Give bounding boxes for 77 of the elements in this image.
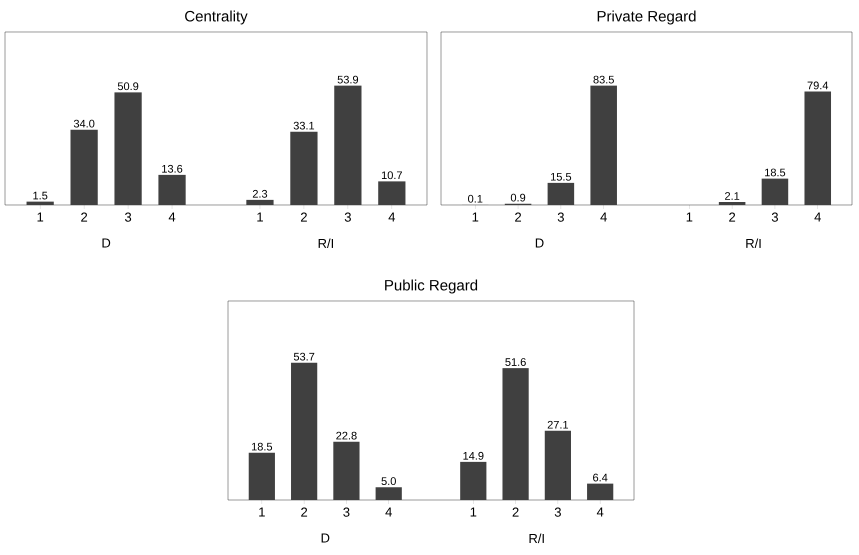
x-tick-label: 4 bbox=[596, 508, 604, 516]
data-label: 10.7 bbox=[382, 171, 402, 180]
chart-title: Centrality bbox=[185, 10, 248, 24]
bar bbox=[544, 430, 571, 500]
x-tick-label: 4 bbox=[814, 212, 821, 222]
data-label: 13.6 bbox=[162, 164, 182, 173]
x-tick-label: 2 bbox=[515, 212, 522, 222]
data-label: 79.4 bbox=[808, 82, 828, 90]
x-tick-label: 2 bbox=[729, 212, 736, 222]
bar bbox=[291, 362, 318, 500]
bar bbox=[26, 202, 54, 205]
data-label: 51.6 bbox=[505, 358, 526, 366]
x-tick-label: 2 bbox=[300, 212, 307, 222]
x-tick-label: 1 bbox=[686, 212, 692, 222]
data-label: 22.8 bbox=[336, 432, 357, 440]
bar bbox=[762, 178, 788, 205]
text: D bbox=[536, 238, 544, 248]
text: R/I bbox=[318, 238, 333, 248]
bar bbox=[804, 92, 832, 205]
bar bbox=[460, 462, 486, 500]
bar bbox=[290, 132, 318, 205]
bar bbox=[502, 368, 529, 500]
bar bbox=[376, 487, 402, 500]
x-tick-label: 1 bbox=[259, 508, 265, 516]
bar bbox=[248, 452, 275, 500]
x-tick-label: 2 bbox=[301, 508, 308, 517]
x-tick-label: 1 bbox=[257, 212, 263, 222]
bar bbox=[158, 174, 186, 205]
data-label: 18.5 bbox=[252, 442, 272, 451]
chart-title: Public Regard bbox=[385, 280, 478, 294]
data-label: 53.9 bbox=[338, 76, 358, 84]
bar bbox=[590, 86, 617, 205]
data-label: 83.5 bbox=[593, 76, 614, 84]
bar bbox=[333, 442, 360, 500]
data-label: 2.3 bbox=[252, 190, 268, 198]
data-label: 5.0 bbox=[382, 477, 396, 486]
bar bbox=[70, 130, 98, 205]
x-tick-label: 1 bbox=[38, 212, 44, 222]
data-label: 6.4 bbox=[593, 474, 608, 482]
data-label: 53.7 bbox=[294, 352, 314, 361]
x-tick-label: 2 bbox=[81, 212, 88, 222]
data-label: 0.1 bbox=[468, 194, 482, 203]
x-tick-label: 3 bbox=[124, 212, 132, 222]
data-label: 18.5 bbox=[765, 168, 786, 176]
x-tick-label: 3 bbox=[344, 212, 351, 222]
x-tick-label: 2 bbox=[512, 508, 519, 517]
x-tick-label: 3 bbox=[558, 212, 564, 222]
x-tick-label: 1 bbox=[470, 508, 476, 516]
x-tick-label: 1 bbox=[472, 212, 478, 222]
bar bbox=[334, 86, 362, 205]
data-label: 50.9 bbox=[118, 82, 138, 90]
bar bbox=[114, 92, 142, 205]
bar bbox=[378, 181, 406, 205]
data-label: 33.1 bbox=[294, 122, 314, 130]
x-tick-label: 4 bbox=[388, 212, 396, 222]
x-tick-label: 3 bbox=[343, 508, 350, 517]
bar bbox=[246, 200, 274, 205]
bar bbox=[587, 484, 614, 500]
x-tick-label: 4 bbox=[168, 212, 176, 222]
x-tick-label: 3 bbox=[772, 212, 778, 222]
bar bbox=[548, 182, 574, 205]
text: D bbox=[102, 238, 110, 248]
x-tick-label: 3 bbox=[554, 508, 561, 517]
x-tick-label: 4 bbox=[385, 508, 392, 516]
data-label: 15.5 bbox=[551, 172, 572, 181]
chart-title: Private Regard bbox=[598, 10, 696, 24]
x-tick-label: 4 bbox=[600, 212, 607, 222]
text: R/I bbox=[746, 238, 761, 248]
bar bbox=[718, 202, 746, 205]
text: R/I bbox=[529, 534, 544, 544]
data-label: 2.1 bbox=[725, 192, 740, 200]
data-label: 27.1 bbox=[548, 420, 568, 429]
text: D bbox=[322, 534, 330, 542]
data-label: 34.0 bbox=[74, 120, 94, 128]
data-label: 14.9 bbox=[463, 452, 484, 460]
data-label: 0.9 bbox=[510, 194, 526, 202]
data-label: 1.5 bbox=[33, 192, 48, 200]
